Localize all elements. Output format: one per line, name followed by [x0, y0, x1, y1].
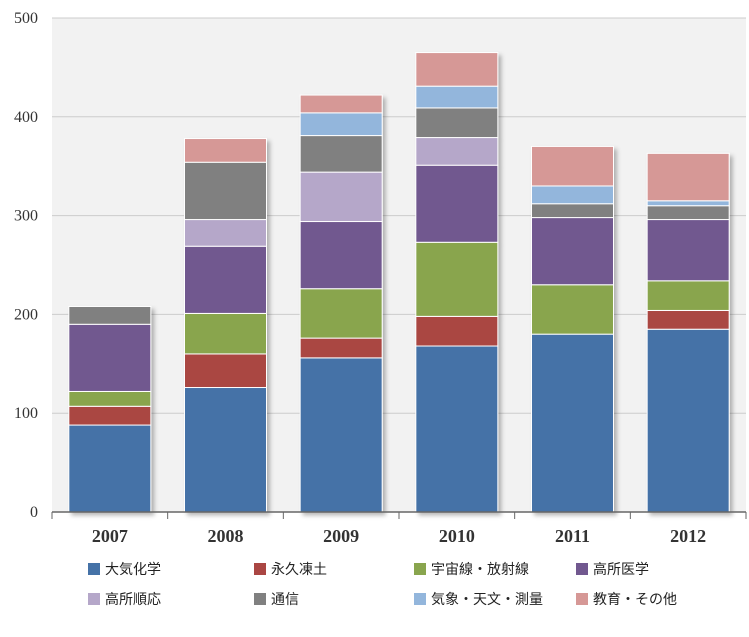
y-tick-label: 200	[14, 306, 38, 323]
y-tick-label: 400	[14, 109, 38, 126]
bar-segment	[646, 280, 730, 311]
bar-segment	[415, 137, 499, 166]
bar-stack-2012	[646, 152, 730, 513]
bar-stack-2009	[299, 94, 383, 513]
y-tick-label: 300	[14, 208, 38, 225]
bar-segment	[415, 52, 499, 87]
legend-label: 大気化学	[105, 562, 161, 578]
bar-segment	[68, 405, 152, 426]
bar-segment	[531, 185, 614, 205]
legend-swatch	[88, 593, 100, 605]
bar-segment	[646, 309, 730, 330]
bar-segment	[415, 345, 499, 513]
bar-segment	[646, 152, 730, 202]
bar-segment	[531, 284, 614, 335]
legend-item: 宇宙線・放射線	[414, 558, 529, 580]
bar-segment	[184, 138, 267, 163]
y-tick-label: 0	[30, 504, 38, 521]
legend-swatch	[254, 563, 266, 575]
bar-segment	[415, 164, 499, 243]
plot-area	[52, 18, 746, 512]
bar-stack-2010	[415, 52, 499, 513]
bar-segment	[68, 390, 152, 407]
legend-item: 通信	[254, 588, 299, 610]
legend-label: 高所医学	[593, 562, 649, 578]
x-tick-label: 2011	[555, 526, 590, 546]
bar-segment	[415, 315, 499, 347]
legend-swatch	[576, 563, 588, 575]
legend-label: 通信	[271, 592, 299, 608]
legend-label: 気象・天文・測量	[431, 592, 543, 608]
legend-item: 教育・その他	[576, 588, 677, 610]
bar-segment	[68, 424, 152, 513]
bar-segment	[299, 135, 383, 173]
legend-item: 高所医学	[576, 558, 649, 580]
bar-segment	[415, 107, 499, 139]
legend-label: 宇宙線・放射線	[431, 562, 529, 578]
bar-segment	[646, 219, 730, 282]
bar-segment	[184, 387, 267, 513]
bar-segment	[531, 217, 614, 286]
x-tick-label: 2012	[670, 526, 706, 546]
bar-segment	[299, 171, 383, 223]
bar-segment	[184, 161, 267, 221]
legend-item: 大気化学	[88, 558, 161, 580]
legend-item: 永久凍土	[254, 558, 327, 580]
bar-segment	[184, 245, 267, 314]
bar-stack-2008	[184, 138, 267, 513]
legend-swatch	[254, 593, 266, 605]
bar-segment	[299, 288, 383, 339]
x-tick-label: 2010	[439, 526, 475, 546]
legend-swatch	[414, 593, 426, 605]
legend-item: 高所順応	[88, 588, 161, 610]
legend-swatch	[414, 563, 426, 575]
bar-segment	[531, 145, 614, 187]
legend-label: 教育・その他	[593, 592, 677, 608]
x-tick-label: 2009	[323, 526, 359, 546]
bar-segment	[646, 328, 730, 513]
bar-segment	[531, 203, 614, 219]
legend-label: 高所順応	[105, 592, 161, 608]
y-tick-label: 100	[14, 405, 38, 422]
bar-segment	[299, 337, 383, 359]
bar-segment	[299, 221, 383, 290]
bar-segment	[184, 312, 267, 355]
bar-stack-2011	[531, 145, 614, 513]
legend-label: 永久凍土	[271, 562, 327, 578]
x-tick-label: 2007	[92, 526, 128, 546]
bar-segment	[415, 85, 499, 109]
bar-segment	[531, 333, 614, 513]
bar-segment	[299, 94, 383, 114]
legend-swatch	[576, 593, 588, 605]
legend-swatch	[88, 563, 100, 575]
bar-segment	[415, 241, 499, 317]
legend-item: 気象・天文・測量	[414, 588, 543, 610]
bar-segment	[184, 353, 267, 389]
y-tick-label: 500	[14, 10, 38, 27]
bar-segment	[68, 305, 152, 325]
bar-segment	[299, 112, 383, 137]
bar-segment	[184, 219, 267, 247]
bar-segment	[299, 357, 383, 513]
bar-segment	[68, 323, 152, 392]
bar-segment	[646, 205, 730, 221]
bar-segment	[646, 200, 730, 207]
x-tick-label: 2008	[208, 526, 244, 546]
bar-stack-2007	[68, 305, 152, 513]
